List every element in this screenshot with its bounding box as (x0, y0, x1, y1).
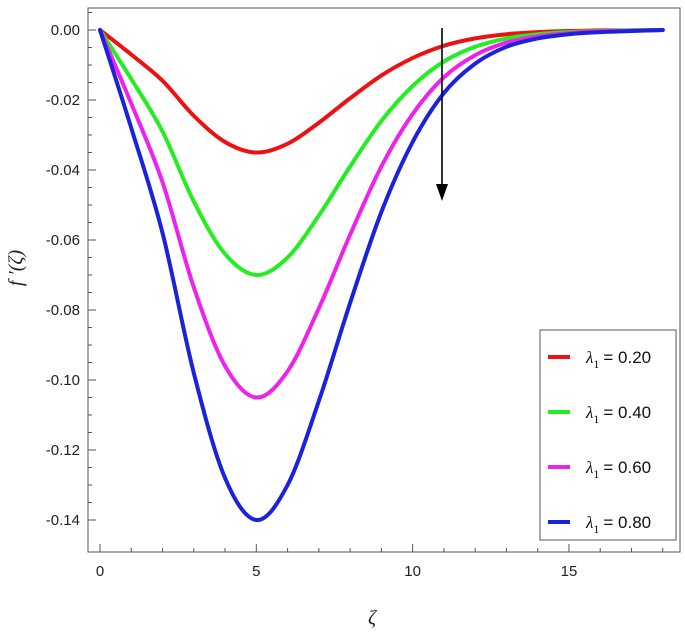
x-axis-label: ζ (368, 607, 378, 629)
x-tick-label: 5 (252, 563, 260, 580)
y-tick-label: -0.06 (46, 232, 80, 249)
legend-subscript: 1 (593, 412, 599, 426)
x-tick-label: 10 (404, 563, 421, 580)
y-tick-label: -0.08 (46, 302, 80, 319)
legend-symbol: λ (585, 348, 593, 367)
series-line-2 (98, 28, 665, 277)
series-line-1 (98, 28, 665, 155)
ticks: 0 5 10 15 0.00 -0.02 -0.04 -0.06 -0.08 -0.10 -0.12… (46, 12, 664, 580)
legend-value: = 0.20 (603, 348, 651, 367)
legend-value: = 0.60 (603, 458, 651, 477)
legend-subscript: 1 (593, 357, 599, 371)
x-tick-label: 0 (96, 563, 104, 580)
legend-symbol: λ (585, 403, 593, 422)
legend-value: = 0.40 (603, 403, 651, 422)
plot-frame (87, 7, 681, 553)
y-tick-label: -0.14 (46, 512, 80, 529)
y-axis-label: f ′(ζ) (5, 249, 27, 286)
series-lines (98, 28, 665, 522)
y-tick-label: -0.10 (46, 372, 80, 389)
legend-entry-4: λ1 = 0.80 (585, 513, 651, 536)
y-tick-label: -0.12 (46, 442, 80, 459)
legend-box (539, 329, 677, 541)
series-line-4 (98, 28, 665, 522)
legend-symbol: λ (585, 458, 593, 477)
y-tick-label: 0.00 (51, 22, 80, 39)
legend-value: = 0.80 (603, 513, 651, 532)
legend-entry-3: λ1 = 0.60 (585, 458, 651, 481)
legend-subscript: 1 (593, 522, 599, 536)
legend-entry-1: λ1 = 0.20 (585, 348, 651, 371)
legend-entry-2: λ1 = 0.40 (585, 403, 651, 426)
legend-subscript: 1 (593, 467, 599, 481)
y-tick-label: -0.04 (46, 162, 80, 179)
x-tick-label: 15 (561, 563, 578, 580)
legend-symbol: λ (585, 513, 593, 532)
y-tick-label: -0.02 (46, 92, 80, 109)
trend-arrow (436, 28, 448, 201)
trend-arrow-head (436, 184, 448, 201)
